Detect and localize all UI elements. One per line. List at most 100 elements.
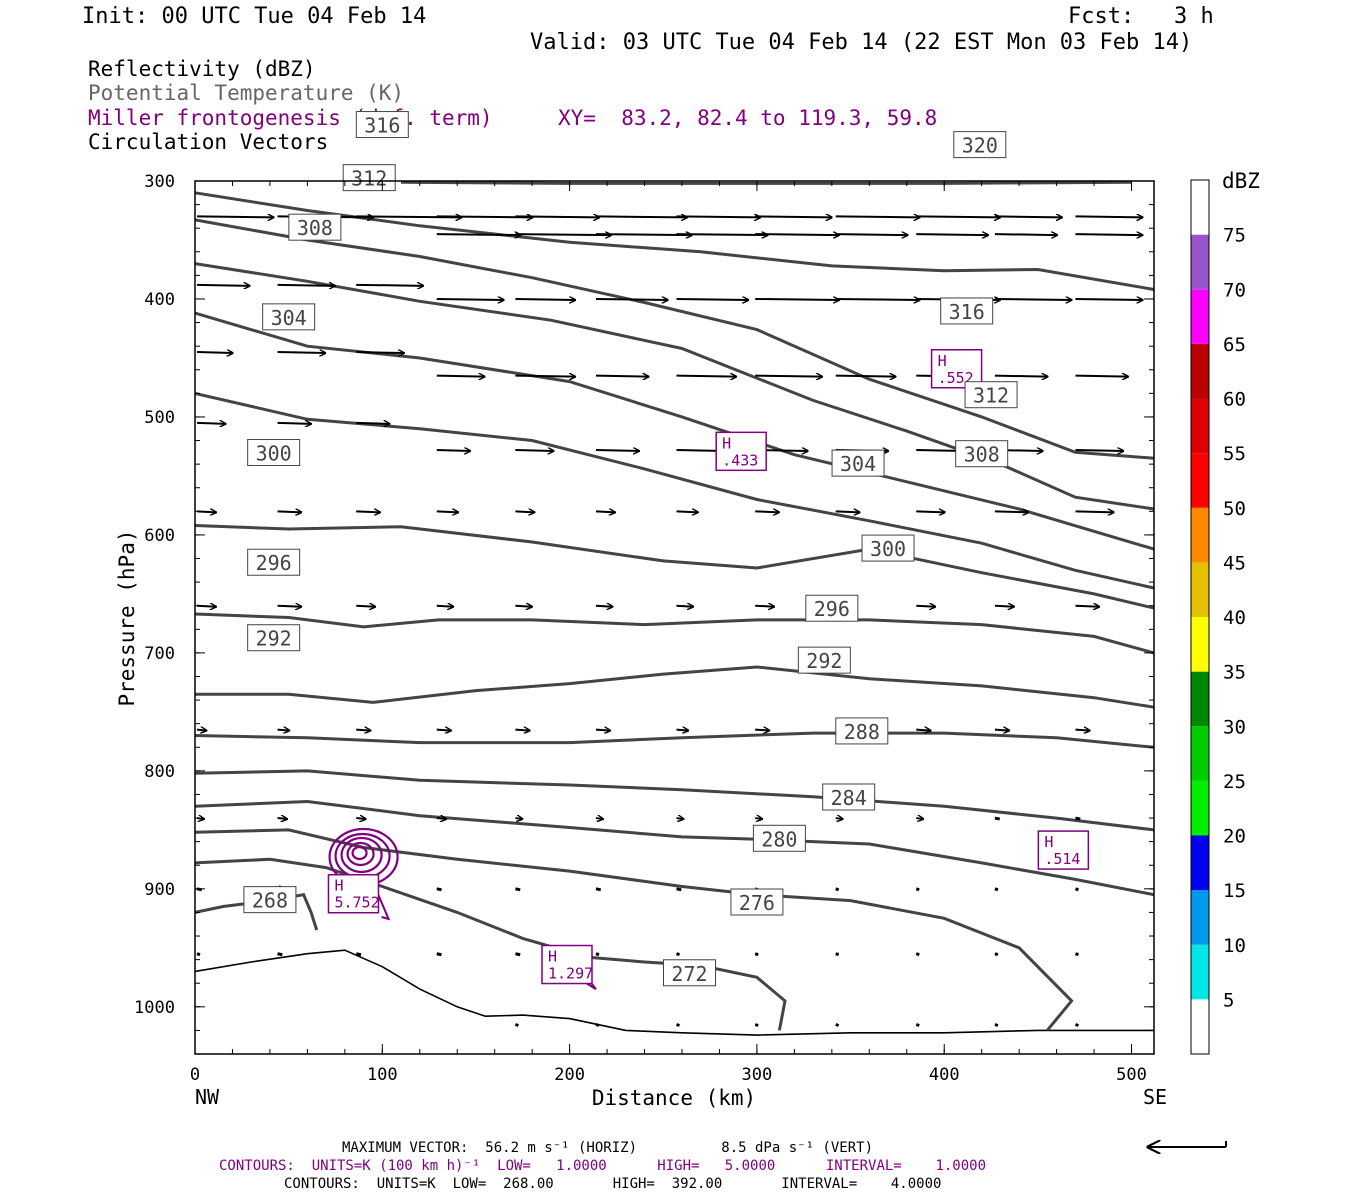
miller-max-letter: H: [722, 434, 731, 452]
wind-vector: [356, 352, 404, 353]
theta-label-box: [831, 449, 885, 477]
wind-vector: [915, 1023, 920, 1027]
wind-vector: [835, 216, 920, 217]
miller-max-value: 5.752: [334, 894, 379, 912]
theta-label-text: 268: [252, 889, 288, 913]
wind-vector: [196, 511, 216, 512]
wind-vector: [1075, 730, 1089, 731]
wind-vector: [755, 606, 774, 607]
max-vector-text: MAXIMUM VECTOR: 56.2 m s⁻¹ (HORIZ) 8.5 d…: [342, 1140, 874, 1156]
wind-vector: [356, 285, 423, 286]
y-tick-label: 1000: [134, 998, 175, 1018]
colorbar-label: 70: [1223, 279, 1246, 301]
wind-vector: [676, 234, 768, 235]
miller-max-value: 1.297: [548, 965, 593, 983]
wind-vector: [1075, 376, 1128, 377]
contours-miller-text: CONTOURS: UNITS=K (100 km h)⁻¹ LOW= 1.00…: [219, 1158, 987, 1174]
wind-vector: [916, 216, 1000, 217]
colorbar-title: dBZ: [1222, 169, 1260, 193]
miller-max-letter: H: [334, 877, 343, 895]
wind-vector: [436, 730, 451, 731]
isentrope-308: [194, 311, 1155, 551]
theta-label: 304: [262, 303, 316, 331]
colorbar-segment: [1191, 180, 1209, 235]
wind-vector: [595, 450, 639, 451]
theta-label-box: [288, 213, 342, 241]
theta-label: 316: [940, 297, 994, 325]
wind-vector: [515, 887, 521, 892]
colorbar-label: 65: [1223, 334, 1246, 356]
wind-vector: [277, 606, 302, 607]
colorbar-label: 45: [1223, 552, 1246, 574]
miller-max-4: H.514: [1037, 830, 1090, 870]
x-axis-label: Distance (km): [592, 1086, 756, 1110]
wind-vector: [676, 606, 694, 607]
theta-label-box: [955, 440, 1009, 468]
miller-max-box: [327, 873, 380, 914]
isentrope-320: [194, 191, 1155, 291]
wind-vector: [356, 606, 375, 607]
miller-max-letter: H: [548, 948, 557, 966]
colorbar-segment: [1191, 617, 1209, 672]
miller-contour-ring: [351, 845, 368, 861]
theta-label: 320: [953, 131, 1007, 159]
field-theta: Potential Temperature (K): [88, 81, 405, 105]
miller-max-box: [541, 944, 593, 985]
wind-vector: [196, 352, 233, 353]
isentrope-316: [194, 218, 1155, 460]
wind-vector: [1075, 450, 1123, 451]
colorbar-label: 30: [1223, 716, 1246, 738]
wind-vector: [676, 299, 749, 300]
valid-time: Valid: 03 UTC Tue 04 Feb 14 (22 EST Mon …: [530, 30, 1193, 55]
wind-vector: [916, 606, 935, 607]
colorbar-label: 10: [1223, 935, 1246, 957]
colorbar-segment: [1191, 835, 1209, 891]
wind-vector: [356, 730, 370, 731]
colorbar-label: 60: [1223, 389, 1246, 411]
y-tick-label: 900: [144, 880, 175, 900]
wind-vector: [277, 511, 302, 512]
wind-vector: [515, 952, 521, 957]
wind-vector: [755, 299, 839, 300]
theta-label-text: 300: [870, 537, 906, 561]
y-tick-label: 600: [144, 526, 175, 546]
theta-label: 292: [797, 646, 851, 674]
isentrope-296: [194, 612, 1155, 655]
theta-label-box: [247, 439, 301, 467]
wind-vector: [916, 511, 945, 512]
theta-label-box: [247, 624, 301, 652]
theta-label: 296: [247, 548, 301, 576]
right-end-label: SE: [1143, 1085, 1167, 1109]
theta-label: 300: [861, 534, 915, 562]
plot-frame: [194, 180, 1155, 1055]
miller-max-2: H.433: [715, 431, 767, 472]
theta-label-box: [940, 297, 994, 325]
miller-max-letter: H: [1044, 833, 1053, 851]
theta-label-box: [247, 548, 301, 576]
wind-vector: [754, 952, 759, 957]
wind-vector: [1075, 816, 1081, 821]
theta-label: 308: [955, 440, 1009, 468]
wind-vector: [436, 952, 442, 957]
wind-vector: [994, 816, 1001, 821]
miller-contour-ring: [346, 841, 375, 867]
wind-vector: [277, 423, 312, 424]
wind-vector: [676, 818, 684, 819]
wind-vector: [994, 1023, 999, 1027]
theta-label-text: 296: [814, 597, 850, 621]
wind-vector: [916, 730, 930, 731]
terrain-path: [194, 949, 1154, 1036]
wind-vector: [595, 952, 600, 957]
wind-vector: [595, 887, 602, 892]
wind-vector: [595, 1023, 600, 1027]
theta-label-text: 284: [831, 786, 867, 810]
theta-label-box: [355, 111, 409, 139]
terrain-line: [194, 949, 1154, 1036]
wind-vector: [277, 285, 336, 286]
theta-label: 292: [247, 624, 301, 652]
wind-vector: [676, 1023, 680, 1027]
colorbar-label: 40: [1223, 607, 1246, 629]
theta-label-text: 304: [840, 452, 876, 476]
theta-label-text: 300: [256, 442, 292, 466]
y-axis-label: Pressure (hPa): [115, 529, 139, 706]
